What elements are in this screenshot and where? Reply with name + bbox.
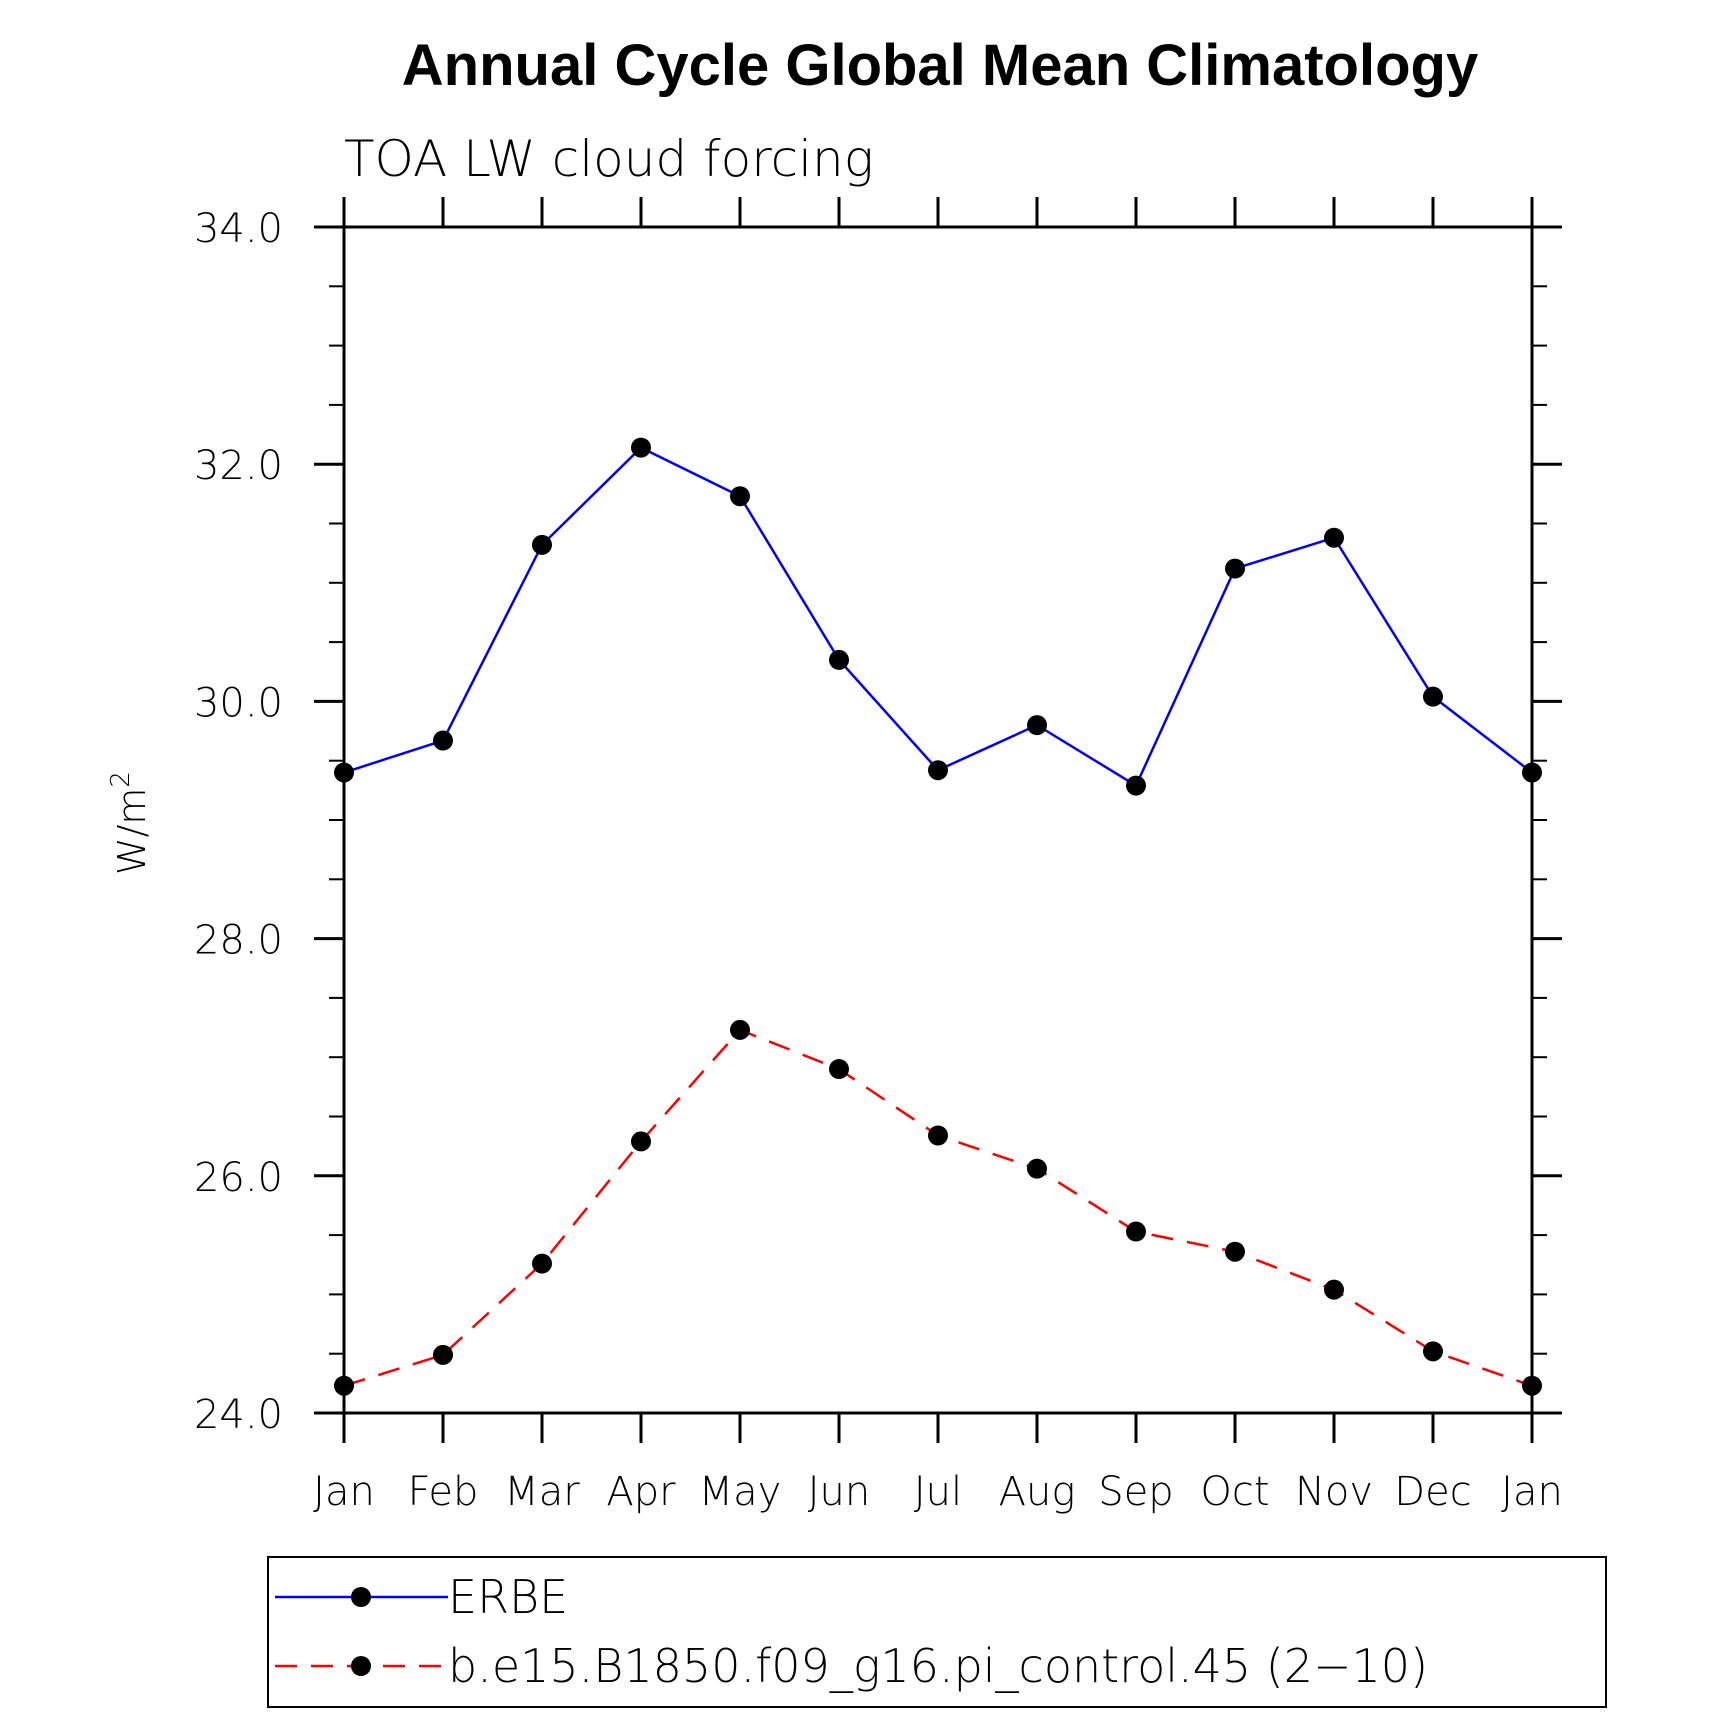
data-point	[1225, 1241, 1245, 1262]
data-point	[1126, 1221, 1146, 1242]
legend-marker	[351, 1656, 371, 1676]
data-point	[730, 486, 750, 507]
series-1	[334, 437, 1542, 796]
data-point	[532, 1253, 552, 1274]
x-tick-label: Jun	[808, 1469, 871, 1515]
x-tick-label: Jan	[313, 1469, 375, 1515]
legend-entry-2: b.e15.B1850.f09_g16.pi_control.45 (2−10)	[275, 1639, 1428, 1693]
svg-text:W/m2: W/m2	[106, 771, 154, 875]
x-tick-label: Oct	[1200, 1469, 1269, 1515]
legend-marker	[351, 1587, 371, 1607]
x-tick-label: Apr	[606, 1469, 676, 1515]
x-tick-label: Nov	[1295, 1469, 1373, 1515]
x-tick-label: Dec	[1394, 1469, 1471, 1515]
data-point	[1522, 1375, 1542, 1396]
y-axis-label: W/m2	[106, 771, 154, 875]
legend-label: b.e15.B1850.f09_g16.pi_control.45 (2−10)	[448, 1639, 1428, 1693]
y-tick-label: 26.0	[194, 1155, 283, 1201]
series-line-2	[343, 1028, 1533, 1387]
data-point	[1423, 1341, 1443, 1362]
x-tick-label: Feb	[408, 1469, 479, 1515]
chart-title: Annual Cycle Global Mean Climatology	[402, 33, 1478, 98]
data-point	[1423, 686, 1443, 707]
axes-layer: 24.0 26.0 28.0 30.0 32.0 34.0 Jan Feb Mar Apr May J…	[194, 197, 1563, 1515]
data-point	[1522, 762, 1542, 783]
data-point	[631, 1131, 651, 1152]
y-tick-label: 30.0	[194, 680, 283, 726]
data-point	[829, 649, 849, 670]
series-line-1	[343, 446, 1533, 788]
data-point	[334, 1375, 354, 1396]
plot-frame	[342, 225, 1534, 1415]
y-tick-label: 32.0	[194, 443, 283, 489]
y-tick-label: 34.0	[194, 206, 283, 252]
data-point	[631, 437, 651, 458]
y-tick-label: 24.0	[194, 1392, 283, 1438]
y-axis-label-base: W/m	[110, 788, 154, 875]
data-point	[433, 730, 453, 751]
series-layer	[334, 437, 1542, 1396]
x-tick-label: May	[699, 1469, 782, 1515]
x-tick-label: Sep	[1098, 1469, 1173, 1515]
data-point	[433, 1344, 453, 1365]
x-tick-label: Jan	[1501, 1469, 1563, 1515]
legend-entry-1: ERBE	[275, 1570, 568, 1624]
data-point	[1324, 527, 1344, 548]
data-point	[1027, 1158, 1047, 1179]
data-point	[829, 1059, 849, 1080]
data-point	[532, 534, 552, 555]
data-point	[1126, 775, 1146, 796]
x-tick-label: Jul	[914, 1469, 962, 1515]
series-2	[334, 1019, 1542, 1396]
chart-subtitle: TOA LW cloud forcing	[344, 130, 874, 188]
data-point	[928, 1125, 948, 1146]
data-point	[1225, 558, 1245, 579]
x-tick-label: Mar	[504, 1469, 580, 1515]
x-tick-label: Aug	[999, 1469, 1076, 1515]
data-point	[730, 1019, 750, 1040]
data-point	[1027, 715, 1047, 736]
legend: ERBE b.e15.B1850.f09_g16.pi_control.45 (2…	[267, 1556, 1607, 1708]
data-point	[334, 762, 354, 783]
legend-label: ERBE	[448, 1570, 568, 1624]
data-point	[1324, 1279, 1344, 1300]
y-tick-label: 28.0	[194, 918, 283, 964]
data-point	[928, 760, 948, 781]
legend-box	[267, 1556, 1607, 1708]
y-axis-label-superscript: 2	[106, 771, 136, 788]
